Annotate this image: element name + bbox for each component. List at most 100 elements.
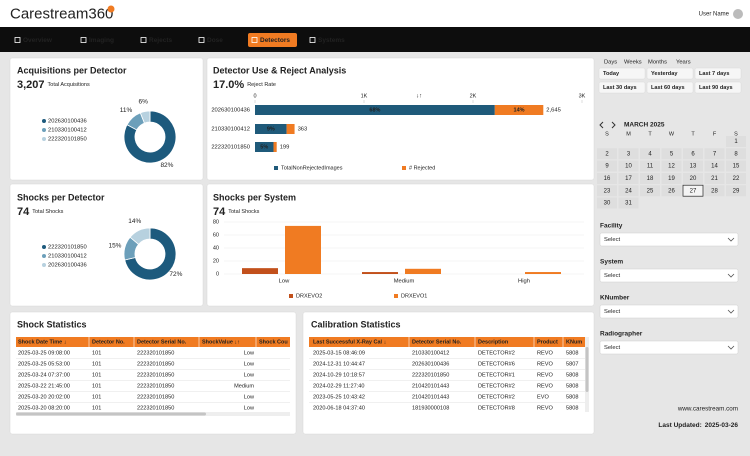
nav-icon — [14, 37, 21, 43]
calendar-day: 20 — [690, 176, 697, 182]
calendar-day: 21 — [711, 176, 718, 182]
calendar-day-cell[interactable] — [597, 197, 617, 209]
range-tab[interactable]: Years — [676, 60, 691, 66]
column-header[interactable]: Detector Serial No. — [137, 339, 187, 345]
calendar-day-cell[interactable] — [683, 172, 703, 184]
h-scroll-thumb[interactable] — [16, 412, 206, 416]
column-header[interactable]: Shock Date Time ↓ — [18, 339, 67, 345]
updated-date: 2025-03-26 — [705, 422, 739, 429]
nav-item[interactable]: Imaging — [89, 37, 114, 44]
calendar-day-cell[interactable] — [661, 160, 682, 172]
calendar-day-cell[interactable] — [726, 136, 746, 147]
calendar-day-cell[interactable] — [683, 160, 703, 172]
panel — [9, 57, 204, 181]
bar — [242, 268, 278, 274]
calendar-day-cell[interactable] — [640, 148, 660, 160]
calendar-day-cell[interactable] — [704, 148, 725, 160]
calendar-day-cell[interactable] — [597, 160, 617, 172]
calendar-day-cell[interactable] — [682, 184, 704, 197]
calendar-day-cell[interactable] — [704, 172, 725, 184]
calendar-day: 12 — [668, 164, 675, 170]
calendar-day-cell[interactable] — [726, 185, 746, 197]
sort-icon[interactable]: ↓↑ — [416, 94, 422, 100]
calendar-day-cell[interactable] — [640, 185, 660, 197]
site-link[interactable]: www.carestream.com — [677, 406, 738, 413]
calendar-day: 30 — [604, 201, 611, 207]
next-month[interactable] — [611, 121, 616, 129]
calendar-day-cell[interactable] — [618, 148, 639, 160]
calendar-day-cell[interactable] — [661, 148, 682, 160]
legend-label: 202630100436 — [48, 263, 87, 269]
column-header[interactable]: Detector No. — [92, 339, 125, 345]
filter-select[interactable] — [599, 232, 739, 247]
range-button[interactable] — [598, 67, 646, 80]
bar — [525, 272, 561, 274]
calendar-day: 1 — [734, 139, 738, 145]
calendar-day-cell[interactable] — [726, 148, 746, 160]
table-cell: REVO — [537, 383, 554, 389]
legend-swatch — [42, 119, 46, 123]
calendar-day-cell[interactable] — [640, 172, 660, 184]
table-cell: 222320101850 — [137, 350, 174, 356]
prev-month[interactable] — [599, 121, 604, 129]
calendar-day-cell[interactable] — [618, 172, 639, 184]
calendar-day-cell[interactable] — [597, 185, 617, 197]
calendar-day-cell[interactable] — [597, 172, 617, 184]
table-cell: REVO — [537, 361, 554, 367]
bar-segment — [273, 142, 277, 152]
range-button[interactable] — [694, 81, 742, 94]
calendar-day: 8 — [734, 151, 738, 157]
panel-total: 17.0% Reject Rate — [213, 79, 276, 91]
table-cell: 2025-03-20 08:20:00 — [18, 405, 70, 411]
table-cell: 222320101850 — [412, 372, 449, 378]
column-header[interactable]: Last Successful X-Ray Cal ↓ — [313, 339, 387, 345]
calendar-day-cell[interactable] — [704, 160, 725, 172]
panel-title: Calibration Statistics — [311, 319, 401, 329]
calendar-day-cell[interactable] — [704, 185, 725, 197]
table-cell: DETECTOR#2 — [478, 383, 515, 389]
table-cell: 101 — [92, 383, 101, 389]
calendar-day-cell[interactable] — [618, 197, 639, 209]
column-header[interactable]: KNum — [566, 339, 582, 345]
bar-segment — [255, 142, 274, 152]
nav-icon — [309, 37, 316, 43]
nav-item[interactable]: Systems — [318, 37, 345, 44]
v-scroll-thumb[interactable] — [585, 347, 589, 392]
column-header[interactable]: ShockValue ↓↑ — [202, 339, 240, 345]
filter-select[interactable] — [599, 304, 739, 319]
nav-icon — [251, 37, 258, 43]
nav-active — [248, 33, 297, 47]
range-tab[interactable]: Weeks — [624, 60, 642, 66]
total-label: Total Shocks — [228, 209, 259, 215]
range-button[interactable] — [646, 67, 694, 80]
nav-item[interactable]: Overview — [23, 37, 53, 44]
filter-select[interactable] — [599, 340, 739, 355]
calendar-day-cell[interactable] — [597, 148, 617, 160]
range-button[interactable] — [646, 81, 694, 94]
chevron — [727, 237, 735, 242]
avatar[interactable] — [733, 9, 743, 19]
calendar-day-cell[interactable] — [618, 185, 639, 197]
column-header[interactable]: Description — [478, 339, 509, 345]
calendar-day-cell[interactable] — [618, 160, 639, 172]
calendar-day-cell[interactable] — [726, 160, 746, 172]
range-tab[interactable]: Days — [604, 60, 617, 66]
calendar-day-cell[interactable] — [726, 172, 746, 184]
panel-title: Shock Statistics — [17, 319, 87, 329]
nav-item[interactable]: Rejects — [149, 37, 173, 44]
calendar-day-cell[interactable] — [683, 148, 703, 160]
range-button[interactable] — [598, 81, 646, 94]
nav-item[interactable]: Dose — [207, 37, 223, 44]
range-button[interactable] — [694, 67, 742, 80]
nav-item[interactable]: Detectors — [260, 37, 290, 44]
column-header[interactable]: Shock Cou — [259, 339, 288, 345]
column-header[interactable]: Product — [537, 339, 558, 345]
range-tab[interactable]: Months — [648, 60, 667, 66]
filter-select[interactable] — [599, 268, 739, 283]
table-cell: 210330100412 — [412, 350, 449, 356]
calendar-day-cell[interactable] — [661, 172, 682, 184]
calendar-day-cell[interactable] — [661, 185, 682, 197]
calendar-day-cell[interactable] — [640, 160, 660, 172]
logo-badge — [107, 5, 115, 13]
column-header[interactable]: Detector Serial No. — [412, 339, 462, 345]
